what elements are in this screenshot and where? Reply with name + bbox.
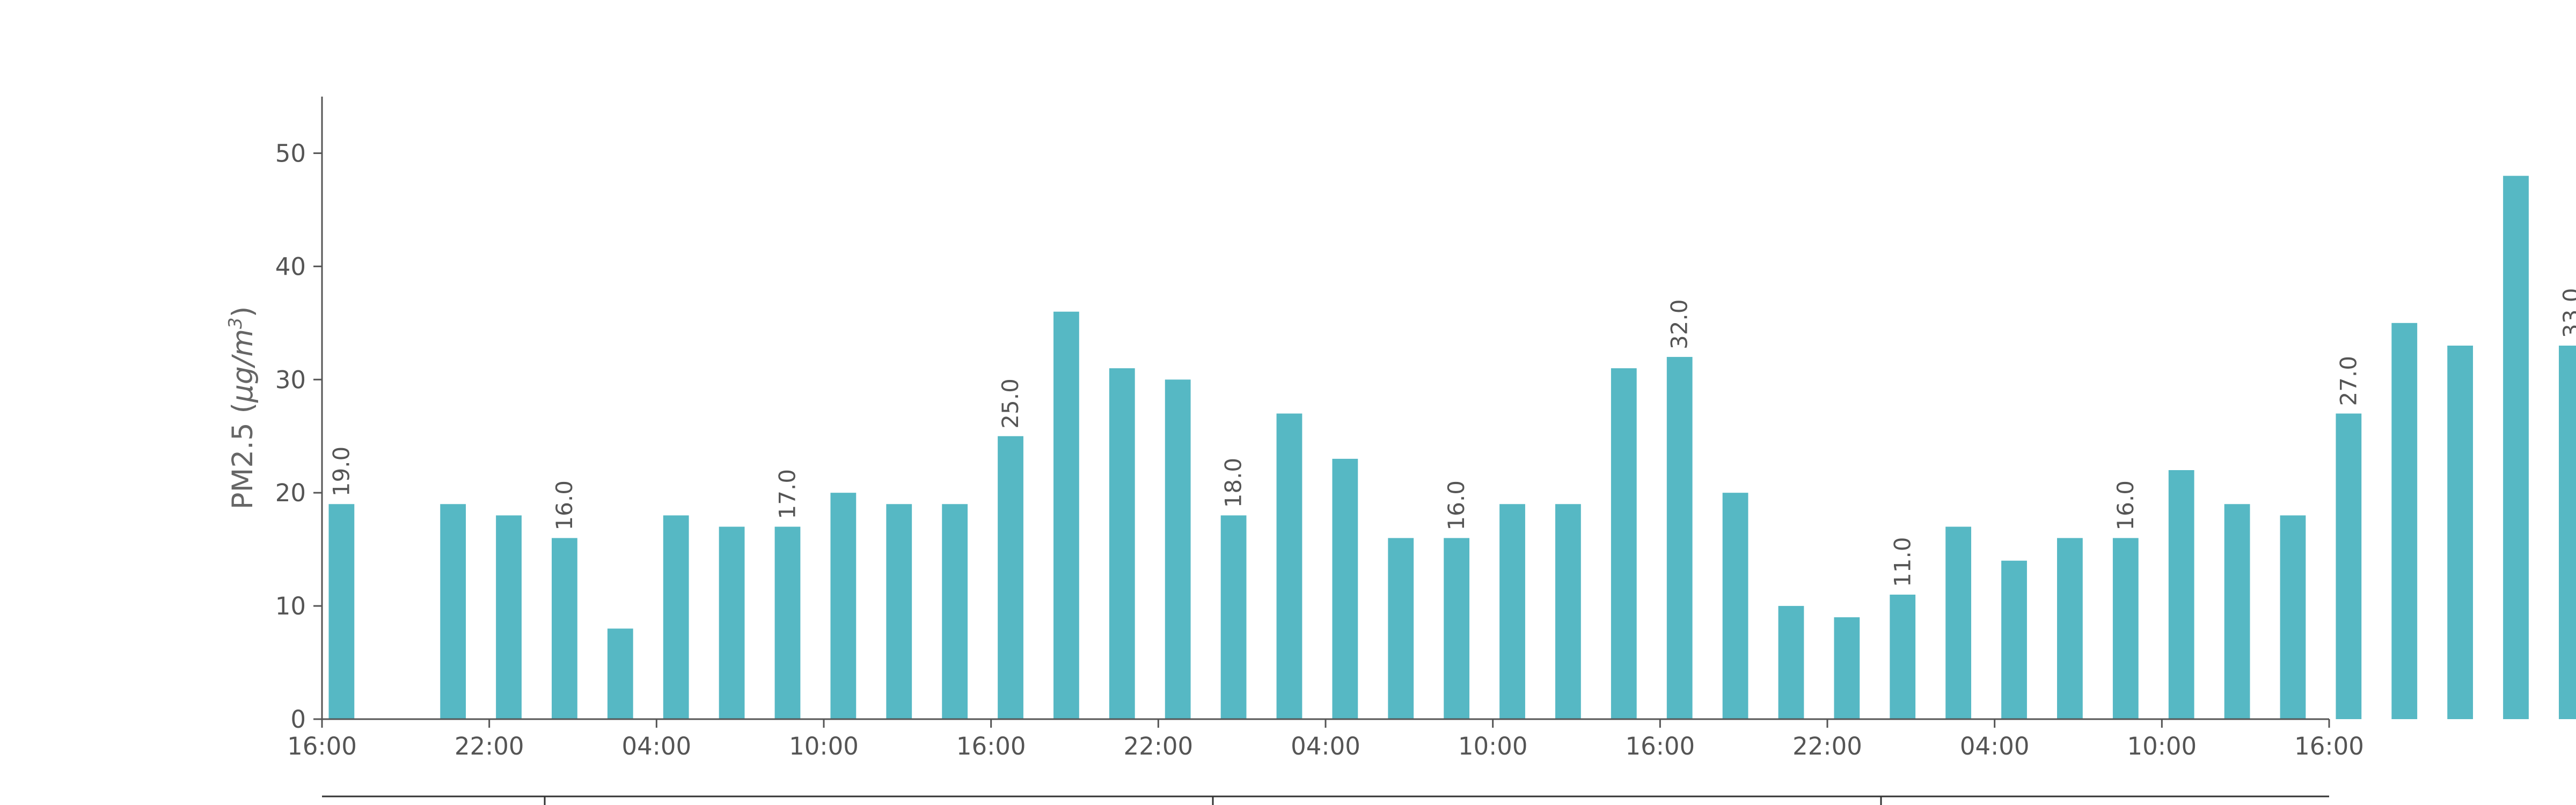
bar: [1499, 504, 1525, 719]
y-axis-label-mu: μ: [226, 384, 259, 403]
y-tick-label: 40: [275, 252, 306, 281]
x-tick-label: 16:00: [956, 732, 1026, 760]
data-label: 18.0: [1220, 458, 1247, 508]
data-label: 19.0: [328, 447, 354, 497]
bar: [1945, 526, 1972, 719]
data-labels-group: 19.0 16.0 17.0 25.0 18.0 16.0 32.0 11.0 16.0 27.0…: [328, 288, 2576, 587]
data-label: 16.0: [2112, 480, 2139, 531]
y-axis-label: PM2.5 (μg/m3): [225, 306, 259, 510]
bar: [2391, 323, 2418, 719]
y-axis-label-prefix: PM2.5 (: [226, 402, 259, 510]
bar: [1834, 617, 1860, 719]
bar: [663, 515, 689, 719]
bar: [1165, 379, 1191, 719]
y-tick-label: 0: [290, 705, 306, 734]
y-tick-label: 10: [275, 592, 306, 620]
bar: [942, 504, 968, 719]
bar: [1611, 368, 1637, 719]
y-tick-label: 50: [275, 139, 306, 167]
x-tick-label: 04:00: [621, 732, 691, 760]
x-tick-label: 22:00: [1792, 732, 1862, 760]
bar: [1109, 368, 1135, 719]
data-label: 25.0: [997, 378, 1023, 429]
data-label: 17.0: [774, 469, 800, 519]
bar: [2224, 504, 2250, 719]
bar: [1890, 595, 1916, 719]
bar: [496, 515, 522, 719]
bar: [1276, 413, 1302, 719]
x-tick-label: 10:00: [2127, 732, 2197, 760]
bar: [2057, 538, 2083, 719]
x-tick-label: 16:00: [2294, 732, 2364, 760]
bar: [1722, 493, 1748, 719]
bar: [886, 504, 912, 719]
bar: [2559, 346, 2576, 719]
bar: [1555, 504, 1581, 719]
bar: [440, 504, 466, 719]
secondary-date-axis: [322, 795, 2329, 805]
bar: [774, 526, 801, 719]
y-axis-label-exponent: 3: [225, 317, 246, 329]
bars-group: [328, 175, 2576, 719]
bar: [1666, 357, 1693, 719]
bar: [998, 436, 1023, 719]
y-axis-label-suffix: ): [226, 306, 259, 318]
y-axis: 0 10 20 30 40 50: [275, 97, 323, 734]
data-label: 33.0: [2558, 288, 2576, 338]
x-tick-label: 16:00: [1625, 732, 1695, 760]
data-label: 16.0: [1443, 480, 1469, 531]
bar: [1444, 538, 1470, 719]
bar: [1332, 458, 1358, 719]
x-axis: 16:00 22:00 04:00 10:00 16:00 22:00 04:00 10:00…: [287, 718, 2364, 760]
bar: [2001, 560, 2027, 719]
bar: [328, 504, 355, 719]
bar: [607, 628, 633, 719]
x-tick-label: 04:00: [1960, 732, 2030, 760]
bar: [1778, 606, 1804, 719]
bar: [1220, 515, 1247, 719]
data-label: 11.0: [1889, 537, 1915, 587]
x-tick-label: 10:00: [1458, 732, 1528, 760]
bar: [2336, 413, 2362, 719]
x-tick-label: 22:00: [455, 732, 524, 760]
x-tick-label: 04:00: [1291, 732, 1360, 760]
bar: [2280, 515, 2306, 719]
data-label: 16.0: [551, 480, 577, 531]
bar: [2447, 346, 2473, 719]
bar: [1388, 538, 1414, 719]
x-tick-label: 10:00: [789, 732, 859, 760]
bar: [552, 538, 577, 719]
bar: [2503, 175, 2529, 719]
x-tick-label: 22:00: [1123, 732, 1193, 760]
bar: [830, 493, 857, 719]
x-tick-label: 16:00: [287, 732, 357, 760]
y-tick-label: 30: [275, 365, 306, 394]
bar: [2168, 470, 2194, 719]
data-label: 32.0: [1666, 299, 1693, 350]
bar: [1053, 311, 1079, 719]
y-axis-label-unit: g/m: [226, 329, 259, 384]
bar: [719, 526, 745, 719]
data-label: 27.0: [2335, 356, 2361, 406]
bar: [2112, 538, 2139, 719]
y-tick-label: 20: [275, 479, 306, 507]
